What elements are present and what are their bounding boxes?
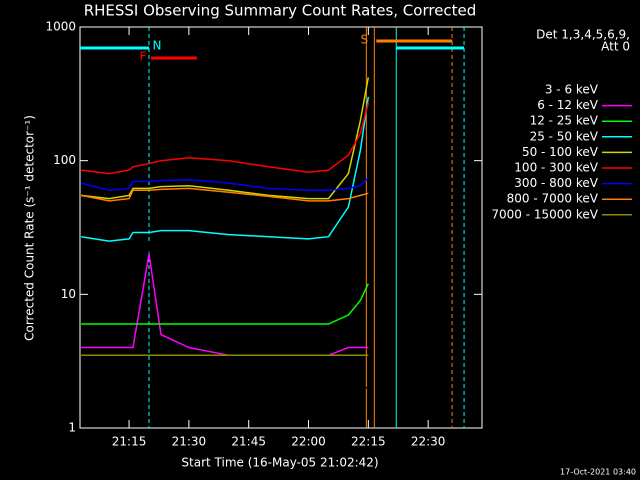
legend-header: Att 0 [601,40,630,54]
x-axis-label: Start Time (16-May-05 21:02:42) [181,456,378,470]
x-tick-label: 22:30 [411,435,446,449]
flag-label: F [140,50,147,64]
x-tick-label: 22:00 [291,435,326,449]
y-axis-label: Corrected Count Rate (s⁻¹ detector⁻¹) [23,115,37,341]
x-tick-label: 21:30 [172,435,207,449]
y-tick-label: 10 [61,287,76,301]
legend-header: Det 1,3,4,5,6,9, [536,28,630,42]
x-tick-label: 21:45 [231,435,266,449]
y-tick-label: 1 [68,421,76,435]
legend-label: 7000 - 15000 keV [491,207,598,221]
legend-label: 300 - 800 keV [514,176,598,190]
flag-label: S [361,33,369,47]
footer: 17-Oct-2021 03:40 [560,468,636,477]
plot-frame [79,26,483,429]
x-tick-label: 22:15 [351,435,386,449]
legend-label: 100 - 300 keV [514,161,598,175]
flag-label: N [152,39,161,53]
x-tick-label: 21:15 [112,435,147,449]
legend-label: 800 - 7000 keV [507,192,599,206]
chart-title: RHESSI Observing Summary Count Rates, Co… [84,2,477,20]
legend-label: 12 - 25 keV [530,114,599,128]
legend-label: 6 - 12 keV [537,98,599,112]
y-tick-label: 100 [53,153,76,167]
legend-label: 3 - 6 keV [545,83,599,97]
legend-label: 25 - 50 keV [530,129,599,143]
legend-label: 50 - 100 keV [522,145,599,159]
y-tick-label: 1000 [45,20,76,34]
